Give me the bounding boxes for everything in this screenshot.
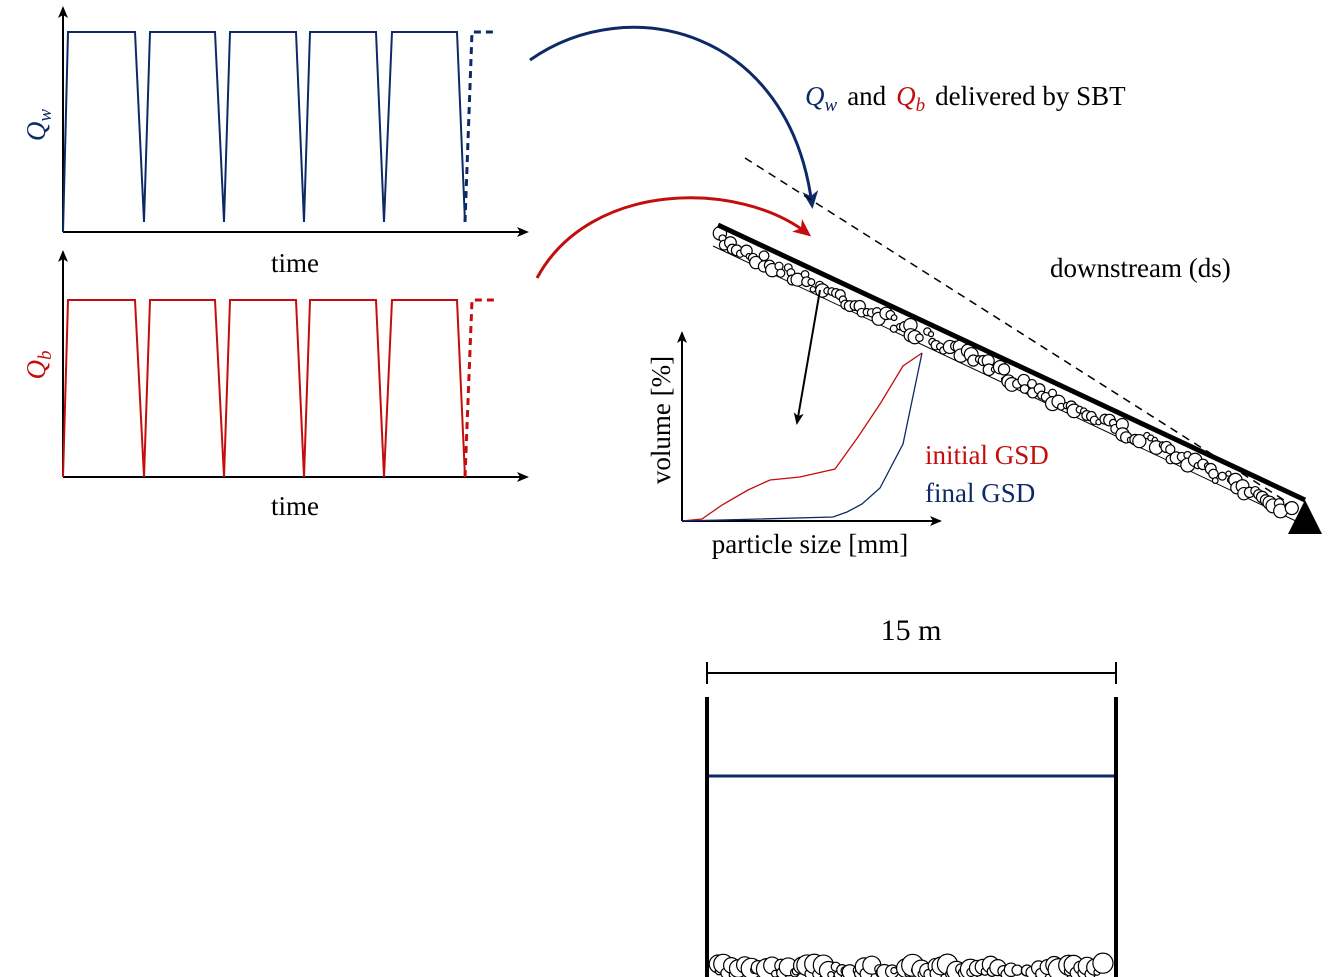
caption: Qw and Qb delivered by SBT [805,81,1126,116]
grain [807,278,816,287]
gravel-layer [712,226,1299,519]
grain [1225,470,1232,477]
bed-surface [716,222,1307,503]
sediment-signal [62,299,466,478]
grain [927,331,935,338]
gsd-inset: volume [%] particle size [mm] initial GS… [646,289,1049,559]
subscript: b [916,95,926,116]
grain [1284,501,1299,516]
x-label: time [271,491,319,521]
grain [890,314,898,322]
water-surface [744,157,1296,508]
bed-gravel [708,952,1114,977]
symbol: Q [21,122,51,142]
final-gsd-curve [681,352,923,522]
discharge-label: Qw [21,109,56,142]
grain [1217,471,1227,481]
grain [827,971,835,977]
sediment-signal-continued [463,298,497,478]
grain [915,333,924,343]
subscript: w [35,109,56,122]
y-label: volume [%] [646,356,676,484]
legend-initial: initial GSD [925,440,1049,470]
width-label: 15 m [881,614,942,647]
initial-gsd-curve [681,352,923,522]
grain [809,285,817,293]
rest: delivered by SBT [935,81,1126,111]
subscript: b [35,351,56,361]
grain [1132,433,1147,449]
discharge-arrow [529,25,819,209]
flume: downstream (ds) [712,157,1322,534]
sediment-panel: Qb time [21,250,529,521]
sediment-label: Qb [21,351,56,380]
grain [997,363,1011,376]
discharge-signal-continued [463,30,493,223]
discharge-panel: Qw time [21,6,529,278]
sample-arrow [793,289,821,425]
outlet-support [1288,500,1322,534]
grain [776,268,786,278]
symbol: Q [21,360,51,380]
grain [1092,952,1114,974]
symbol: Q [805,81,825,111]
joiner: and [847,81,886,111]
grain [1011,964,1023,976]
grain [1165,444,1176,455]
x-label: time [271,248,319,278]
direction-label: downstream (ds) [1050,253,1231,283]
subscript: w [825,95,838,116]
grain [1208,468,1219,480]
grain [1211,477,1219,485]
legend-final: final GSD [925,478,1035,508]
cross-section: 15 m [705,614,1118,977]
symbol: Q [896,81,916,111]
discharge-signal [62,31,466,233]
x-label: particle size [mm] [712,529,908,559]
grain [758,250,770,262]
sediment-arrow [535,196,812,279]
